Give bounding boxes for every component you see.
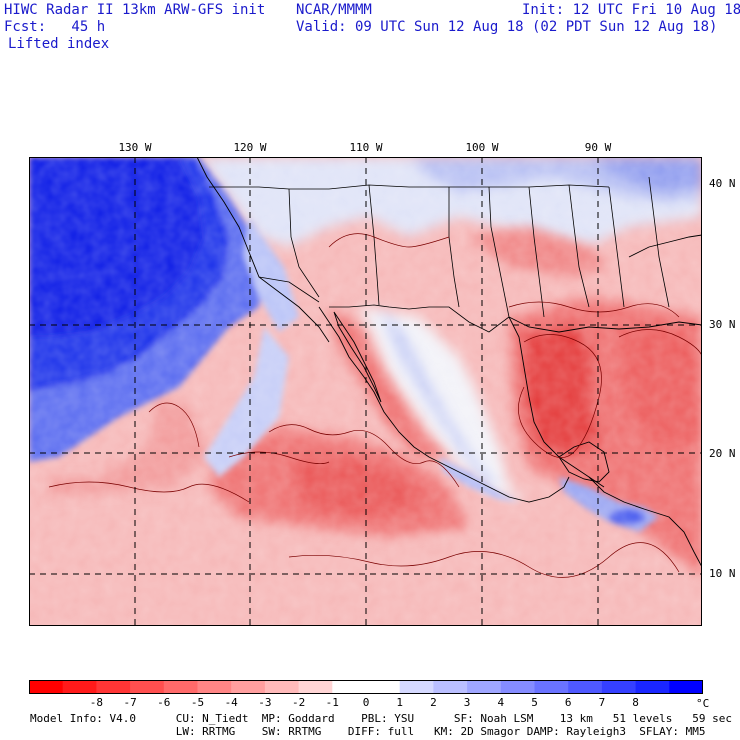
- colorbar-cell: [601, 680, 637, 694]
- colorbar-cell: [130, 680, 165, 694]
- lifted-index-map: [29, 157, 702, 626]
- latlon-grid: [29, 157, 702, 626]
- colorbar-tick-label: -8: [89, 696, 104, 709]
- colorbar-cell: [96, 680, 131, 694]
- colorbar-cell: [669, 680, 703, 694]
- colorbar-tick-label: 3: [463, 696, 471, 709]
- colorbar: [29, 680, 703, 694]
- colorbar-tick-label: -6: [157, 696, 171, 709]
- lat-label-30n: 30 N: [709, 318, 736, 331]
- colorbar-tick-label: 5: [531, 696, 538, 709]
- colorbar-cell: [366, 680, 401, 694]
- colorbar-cell: [62, 680, 97, 694]
- colorbar-cell: [433, 680, 468, 694]
- colorbar-cell: [264, 680, 300, 694]
- lat-label-10n: 10 N: [709, 567, 736, 580]
- colorbar-cell: [197, 680, 232, 694]
- lon-label-130w: 130 W: [118, 141, 152, 154]
- map-frame: [29, 157, 702, 626]
- colorbar-cell: [534, 680, 569, 694]
- lat-label-40n: 40 N: [709, 177, 736, 190]
- init-time: Init: 12 UTC Fri 10 Aug 18: [522, 2, 740, 18]
- colorbar-tick-label: -1: [325, 696, 339, 709]
- colorbar-cell: [467, 680, 502, 694]
- colorbar-frame: [29, 680, 703, 694]
- model-title: HIWC Radar II 13km ARW-GFS init: [4, 2, 266, 18]
- colorbar-cell: [231, 680, 266, 694]
- footer-physics-info: LW: RRTMG SW: RRTMG DIFF: full KM: 2D Sm…: [30, 725, 706, 738]
- political-borders: [209, 176, 670, 333]
- colorbar-tick-label: 2: [430, 696, 437, 709]
- colorbar-cell: [635, 680, 670, 694]
- lat-label-20n: 20 N: [709, 447, 736, 460]
- valid-time: Valid: 09 UTC Sun 12 Aug 18 (02 PDT Sun …: [296, 19, 718, 35]
- colorbar-tick-label: -5: [190, 696, 205, 709]
- colorbar-tick-label: 8: [632, 696, 639, 709]
- lon-label-100w: 100 W: [465, 141, 499, 154]
- colorbar-cell: [163, 680, 198, 694]
- colorbar-tick-label: 4: [497, 696, 505, 709]
- org-label: NCAR/MMMM: [296, 2, 372, 18]
- colorbar-tick-label: 0: [362, 696, 370, 709]
- lon-label-90w: 90 W: [584, 141, 612, 154]
- colorbar-cell: [399, 680, 434, 694]
- colorbar-cell: [29, 680, 64, 694]
- footer-model-info: Model Info: V4.0 CU: N_Tiedt MP: Goddard…: [30, 712, 732, 725]
- colorbar-cell: [500, 680, 535, 694]
- lon-label-120w: 120 W: [233, 141, 267, 154]
- colorbar-cell: [332, 680, 367, 694]
- colorbar-tick-label: 1: [396, 696, 403, 709]
- colorbar-tick-label: 6: [564, 696, 572, 709]
- colorbar-cell: [568, 680, 603, 694]
- forecast-hour: Fcst: 45 h: [4, 19, 106, 35]
- colorbar-tick-label: -4: [224, 696, 238, 709]
- colorbar-unit: °C: [696, 697, 710, 710]
- colorbar-tick-label: -3: [258, 696, 272, 709]
- lon-label-110w: 110 W: [349, 141, 383, 154]
- colorbar-cell: [298, 680, 333, 694]
- coastlines: [196, 157, 702, 568]
- colorbar-tick-label: -7: [123, 696, 137, 709]
- colorbar-tick-label: 7: [598, 696, 606, 709]
- field-name: Lifted index: [8, 36, 110, 52]
- zero-contours: [48, 233, 702, 578]
- colorbar-tick-label: -2: [291, 696, 306, 709]
